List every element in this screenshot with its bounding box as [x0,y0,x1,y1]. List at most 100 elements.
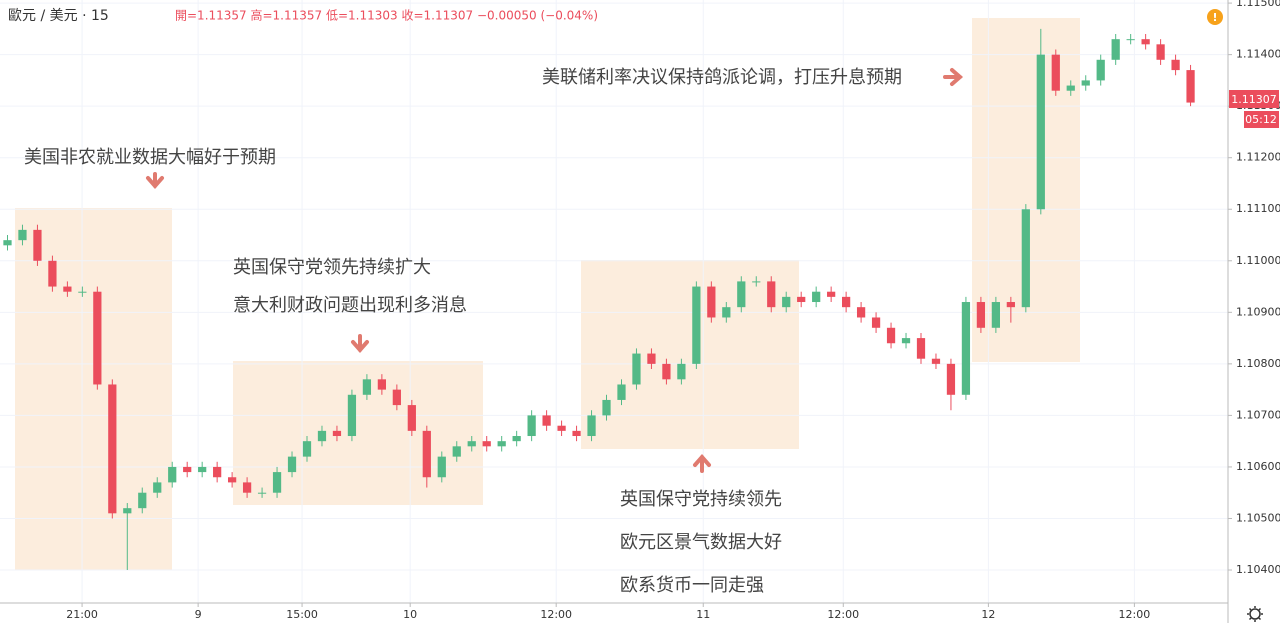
annotation: 英国保守党领先持续扩大意大利财政问题出现利多消息 [233,249,467,325]
candle-body [602,399,611,416]
candle-body [138,492,147,509]
symbol-title: 歐元 / 美元 · 15 [8,8,109,24]
annotation-line: 美联储利率决议保持鸽派论调，打压升息预期 [542,67,902,88]
annotation-line: 欧元区景气数据大好 [620,532,782,553]
candle-body [527,415,536,437]
candle-body [931,358,941,364]
countdown-tag [1244,111,1279,128]
candle-body [317,430,327,442]
y-tick-label: 1.10400 [1236,563,1280,576]
candle-body [452,446,461,457]
candle-body [198,466,207,473]
annotation-line: 英国保守党领先持续扩大 [233,257,431,278]
candle-body [797,296,806,303]
x-tick-label: 15:00 [286,608,318,621]
candle-body [18,229,27,241]
candle-body [752,281,761,283]
y-tick-label: 1.10700 [1236,408,1280,421]
candle-body [1126,39,1135,41]
candle-body [1141,39,1150,45]
candles [3,28,1195,571]
candle-body [767,281,776,308]
candle-body [467,441,476,447]
x-tick-label: 21:00 [66,608,98,621]
candle-body [228,477,237,483]
x-tick-label: 9 [195,608,202,621]
y-tick-label: 1.11400 [1236,48,1280,61]
candle-body [78,291,87,293]
x-tick-label: 12:00 [540,608,572,621]
candle-body [63,286,72,292]
candle-body [572,430,581,437]
candle-body [287,456,297,473]
axes: 1.10400 1.10500 1.10600 1.10700 1.10800 1.109… [66,0,1280,621]
candle-body [916,338,926,359]
candle-body [707,286,716,318]
candle-body [886,327,896,344]
candle-body [901,338,911,344]
candle-body [153,482,162,493]
candle-body [557,425,566,431]
candle-body [482,441,491,447]
candle-body [302,441,312,457]
last-price-label: 1.11307 [1231,93,1277,106]
alert-icon[interactable] [1207,9,1223,25]
candle-body [93,291,102,385]
candle-body [272,472,282,493]
alert-icon-mark: ! [1212,11,1217,24]
candle-body [123,508,132,514]
x-tick-label: 12:00 [827,608,859,621]
candle-body [812,291,821,303]
candle-body [497,441,506,447]
y-tick-label: 1.10500 [1236,511,1280,524]
countdown-label: 05:12 [1245,113,1277,126]
candle-body [1036,54,1045,210]
candle-body [1156,44,1165,60]
candle-body [677,363,686,380]
candle-body [647,353,656,364]
candle-body [617,384,626,400]
candle-body [1021,209,1030,308]
arrow [351,334,369,354]
highlight-box [15,208,172,570]
arrow [693,453,711,473]
x-tick-label: 10 [403,608,417,621]
candle-body [512,436,521,442]
candle-body [347,394,357,437]
candle-body [662,363,671,380]
y-tick-label: 1.11200 [1236,151,1280,164]
arrow [146,172,164,190]
candle-body [961,302,971,395]
candle-body [1066,85,1075,91]
settings-icon[interactable] [1247,606,1263,622]
annotation: 英国保守党持续领先 欧元区景气数据大好 欧系货币一同走强 [620,478,782,607]
candle-body [108,384,117,514]
candle-body [1111,39,1120,60]
candle-body [542,415,551,426]
candle-body [1096,59,1105,81]
candle-body [782,296,791,308]
annotation-line: 意大利财政问题出现利多消息 [233,295,467,316]
candle-body [213,466,222,478]
candle-body [1186,70,1195,103]
candle-body [33,229,42,261]
arrow [943,68,964,86]
candle-body [422,430,431,478]
y-tick-label: 1.10600 [1236,460,1280,473]
candle-body [587,415,596,437]
highlight-box [581,260,799,449]
candle-body [722,307,731,318]
candle-body [242,482,252,493]
candle-body [856,307,866,318]
candle-body [1006,302,1015,308]
ohlc-header: 開=1.11357 高=1.11357 低=1.11303 收=1.11307 … [175,8,598,23]
candle-body [842,296,851,308]
candle-body [377,379,386,390]
candle-body [871,317,881,328]
candle-body [737,281,746,308]
annotation: 美联储利率决议保持鸽派论调，打压升息预期 [542,59,902,97]
candle-body [692,286,701,364]
annotation-line: 欧系货币一同走强 [620,575,764,596]
candle-body [407,405,416,431]
